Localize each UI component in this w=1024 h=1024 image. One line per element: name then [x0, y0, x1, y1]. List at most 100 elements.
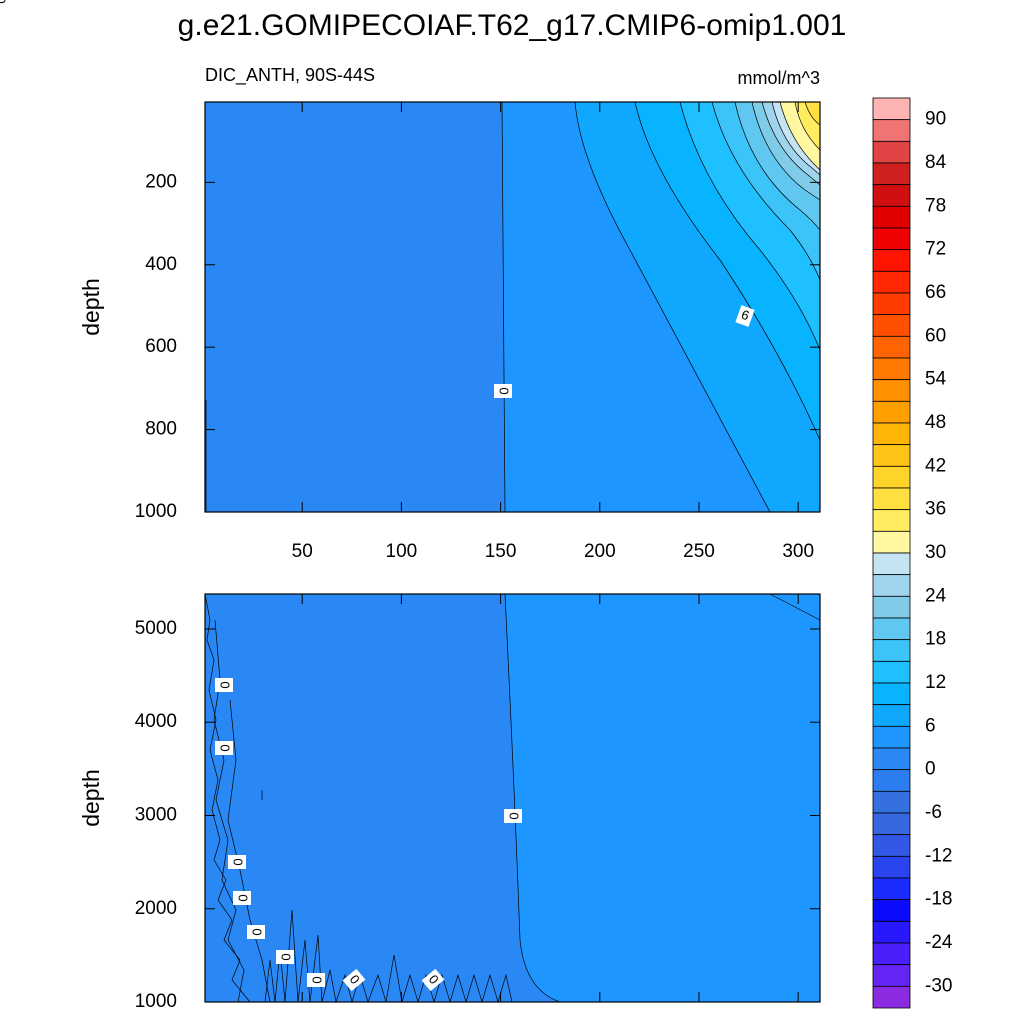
colorbar-box [872, 834, 911, 857]
contour-label-box [276, 950, 294, 964]
x-tick-label: 250 [683, 541, 715, 562]
chart-title: g.e21.GOMIPECOIAF.T62_g17.CMIP6-omip1.00… [178, 9, 847, 42]
colorbar-label: 36 [925, 499, 946, 520]
colorbar-box [872, 162, 911, 186]
contour-label-text: 6 [739, 307, 751, 324]
colorbar-label: -12 [925, 845, 952, 866]
colorbar-box [872, 725, 911, 749]
colorbar-label: -18 [925, 889, 952, 910]
colorbar-box [872, 942, 911, 966]
colorbar-box [872, 595, 911, 619]
colorbar-label: 42 [925, 455, 946, 476]
x-tick-label: 150 [485, 541, 517, 562]
contour-label: 6 [735, 305, 755, 327]
contour-label: 0 [0, 0, 9, 7]
colorbar-box [872, 985, 911, 1009]
contour-label-box [494, 384, 512, 398]
colorbar-label: 72 [925, 239, 946, 260]
units: mmol/m^3 [738, 68, 820, 88]
colorbar-label: -6 [925, 802, 942, 823]
contour-label: 0 [228, 855, 246, 869]
contour-label-box [0, 0, 9, 7]
colorbar-box [872, 400, 911, 424]
contour-label-text: 0 [507, 812, 522, 819]
colorbar-label: 6 [925, 715, 936, 736]
y-tick-label: 200 [145, 171, 177, 192]
contour-label-text: 0 [279, 953, 294, 960]
colorbar-box [872, 249, 911, 272]
contour-label-text: 0 [250, 928, 265, 935]
contour-label: 0 [233, 891, 251, 905]
contour-label: 0 [504, 809, 522, 823]
contour-label-box [342, 968, 366, 992]
colorbar-label: -30 [925, 975, 952, 996]
contour-label: 0 [215, 741, 233, 755]
colorbar-box [872, 140, 911, 164]
y-tick-label: 1000 [135, 501, 177, 522]
colorbar-box [872, 790, 911, 814]
contour-label-text: 0 [497, 387, 512, 394]
contour-label-box [247, 925, 265, 939]
colorbar-box [872, 205, 911, 229]
colorbar-box [872, 97, 911, 121]
colorbar-box [872, 639, 911, 662]
y-tick-label: 600 [145, 336, 177, 357]
colorbar-label: -24 [925, 932, 953, 953]
x-tick-label: 50 [292, 541, 313, 562]
y-tick-label: 2000 [135, 898, 177, 919]
colorbar-box [872, 292, 911, 316]
contour-label-text: 0 [0, 0, 9, 4]
colorbar-box [872, 422, 911, 446]
colorbar-box [872, 769, 911, 792]
colorbar-label: 12 [925, 672, 946, 693]
y-tick-label: 800 [145, 419, 177, 440]
contour-label-text: 0 [310, 976, 325, 983]
colorbar-box [872, 812, 911, 836]
colorbar-box [872, 335, 911, 359]
colorbar-label: 78 [925, 195, 946, 216]
contour-label: 0 [215, 678, 233, 692]
contour-fills-bottom [204, 593, 821, 1004]
colorbar-box [872, 964, 911, 987]
colorbar-label: 60 [925, 325, 946, 346]
contour-label-text: 0 [236, 894, 251, 901]
colorbar-box [872, 617, 911, 641]
y-tick-label: 3000 [135, 805, 177, 826]
colorbar-label: 66 [925, 282, 946, 303]
x-tick-label: 200 [584, 541, 616, 562]
contour-label-box [215, 741, 233, 755]
colorbar-box [872, 682, 911, 706]
colorbar-box [872, 855, 911, 879]
contour-label: 0 [421, 968, 445, 992]
contour-label-box [421, 968, 445, 992]
colorbar-box [872, 487, 911, 511]
colorbar-label: 0 [925, 759, 936, 780]
colorbar-box [872, 509, 911, 532]
colorbar-box [872, 552, 911, 576]
colorbar-label: 30 [925, 542, 946, 563]
y-axis-label: depth [78, 278, 104, 336]
contour-label-text: 0 [218, 681, 233, 688]
contour-label-box [307, 973, 325, 987]
subtitle: DIC_ANTH, 90S-44S [205, 65, 375, 86]
colorbar-box [872, 379, 911, 402]
colorbar-box [872, 920, 911, 944]
y-tick-label: 4000 [135, 711, 177, 732]
contour-label-box [504, 809, 522, 823]
colorbar-label: 18 [925, 629, 946, 650]
plot-frame [204, 593, 821, 1003]
colorbar-box [872, 314, 911, 337]
colorbar-box [872, 270, 911, 294]
contour-label: 0 [247, 925, 265, 939]
contour-label: 0 [342, 968, 366, 992]
colorbar-box [872, 877, 911, 901]
y-tick-label: 5000 [135, 618, 177, 639]
contour-fills-top [205, 101, 821, 513]
y-axis-label: depth [78, 769, 104, 827]
colorbar-box [872, 899, 911, 922]
colorbar-box [872, 184, 911, 207]
contour-label-text: 0 [231, 858, 246, 865]
colorbar-box [872, 119, 911, 142]
contour-label-box [233, 891, 251, 905]
